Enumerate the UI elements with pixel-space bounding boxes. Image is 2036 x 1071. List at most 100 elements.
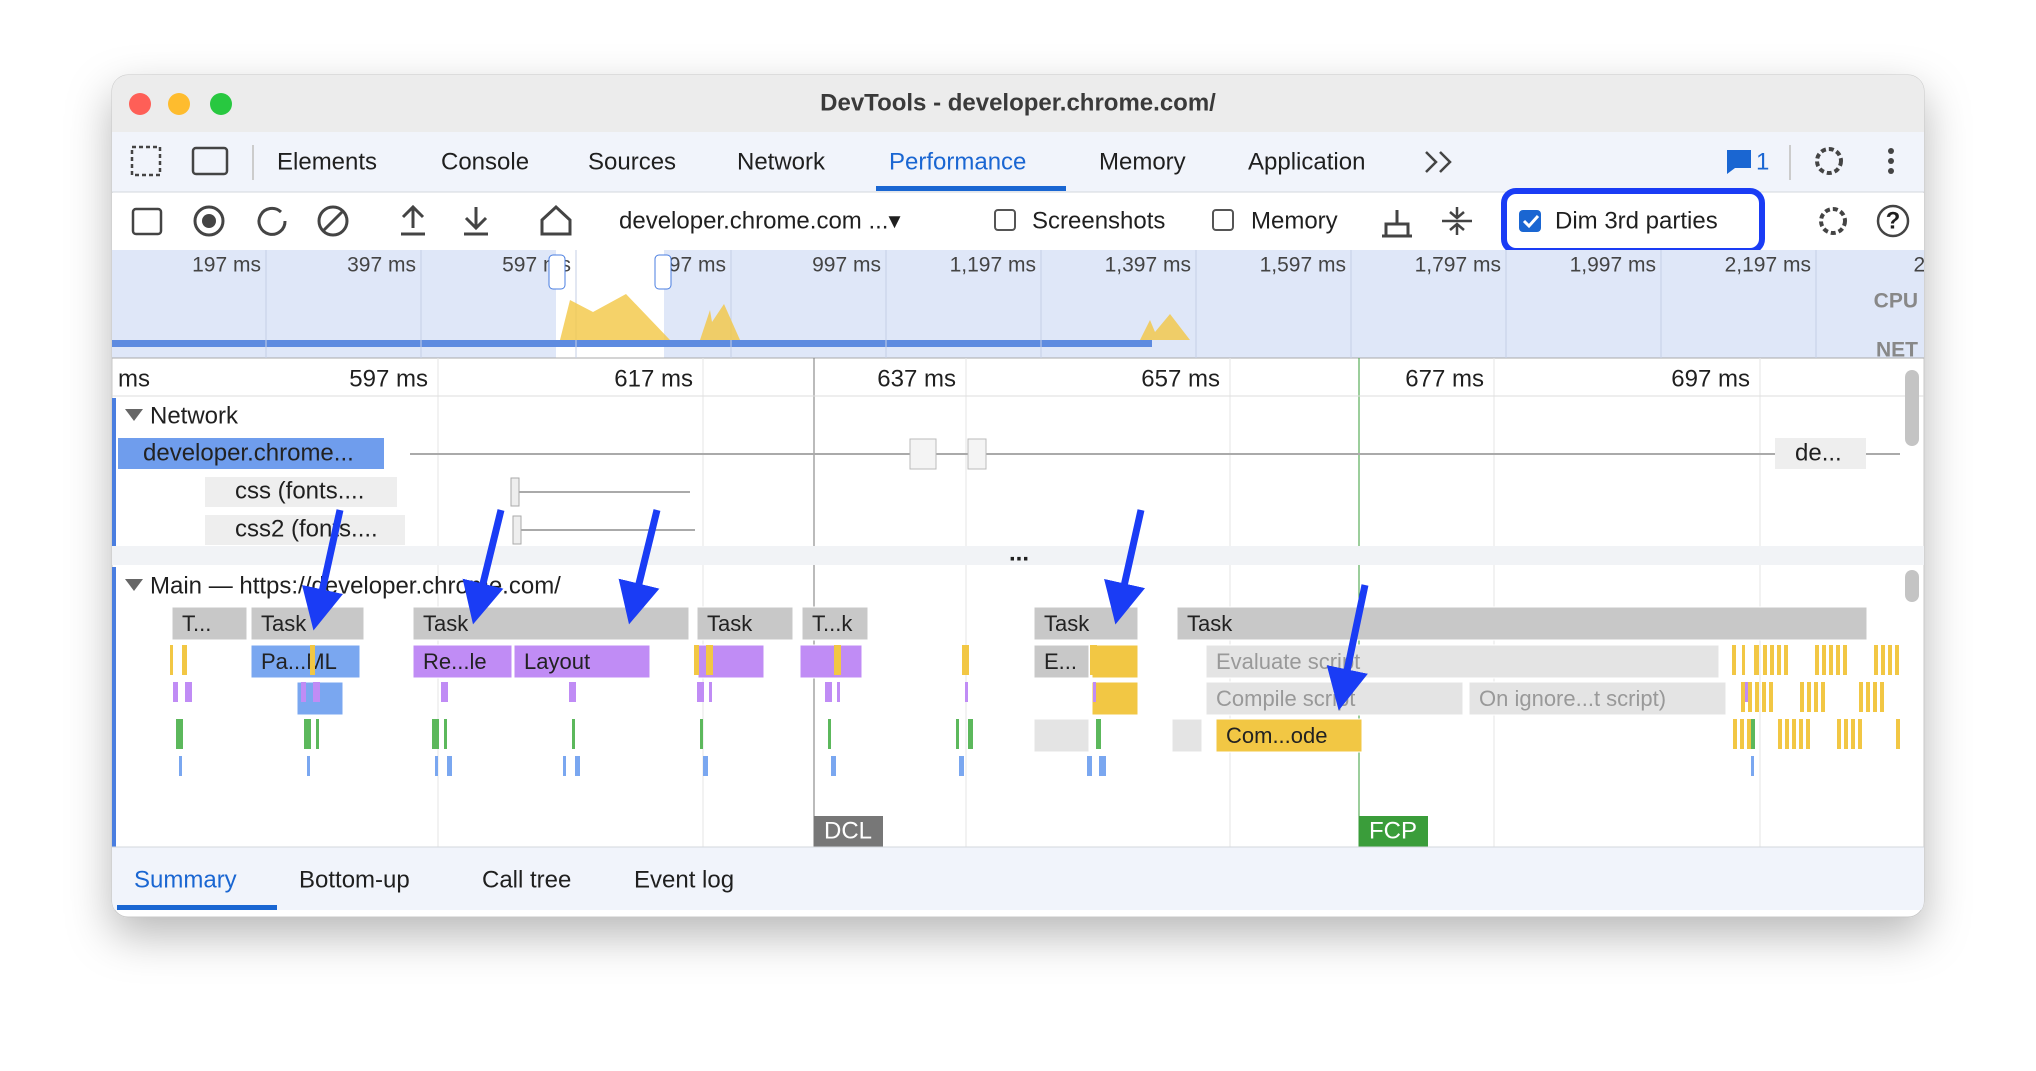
tab-bar <box>112 132 1924 192</box>
tab[interactable]: Network <box>737 148 826 175</box>
flame-block[interactable] <box>1171 718 1203 753</box>
flame-block[interactable] <box>1033 644 1090 679</box>
flame-block[interactable] <box>1091 644 1139 679</box>
clear-button[interactable] <box>317 205 349 237</box>
resize-handle[interactable]: ... <box>1009 539 1029 566</box>
checkbox-checked[interactable] <box>1519 210 1541 232</box>
flame-sliver <box>185 682 192 702</box>
issues-count: 1 <box>1756 148 1769 175</box>
ruler-tick: 597 ms <box>349 365 428 392</box>
flame-sliver <box>1836 645 1840 675</box>
network-request[interactable] <box>205 477 397 507</box>
flame-sliver <box>1769 682 1773 712</box>
gc-button[interactable] <box>1382 210 1412 238</box>
sidebar-icon[interactable] <box>131 207 163 236</box>
close-button[interactable] <box>129 93 151 115</box>
issues-icon[interactable] <box>1727 150 1751 174</box>
more-tabs[interactable] <box>1425 151 1452 173</box>
handle[interactable] <box>548 254 566 290</box>
checkbox[interactable] <box>994 209 1016 231</box>
download-button[interactable] <box>464 207 488 236</box>
network-request[interactable] <box>205 515 405 545</box>
tab[interactable]: Application <box>1248 148 1365 175</box>
flame-sliver <box>1844 719 1848 749</box>
checkbox[interactable] <box>1212 209 1234 231</box>
help-button[interactable] <box>1876 204 1910 238</box>
section-label[interactable]: Main — https://developer.chrome.com/ <box>150 572 561 599</box>
section-label[interactable]: Network <box>150 402 239 429</box>
flame-sliver <box>1755 682 1759 712</box>
flame-label: Evaluate script <box>1216 649 1360 674</box>
checkbox-label[interactable]: Dim 3rd parties <box>1555 207 1718 234</box>
flame-block[interactable] <box>696 606 794 641</box>
flame-sliver <box>313 682 320 702</box>
tab[interactable]: Memory <box>1099 148 1186 175</box>
overview-tick: 397 ms <box>347 254 416 277</box>
scrollbar[interactable] <box>1905 370 1919 446</box>
flame-sliver <box>1785 719 1789 749</box>
flame-sliver <box>1888 645 1892 675</box>
flame-block[interactable] <box>1033 718 1090 753</box>
handle[interactable] <box>654 254 672 290</box>
flame-sliver <box>310 645 315 675</box>
overview-tick: 197 ms <box>192 254 261 277</box>
flame-sliver <box>569 682 576 702</box>
tab[interactable]: Sources <box>588 148 676 175</box>
inspect-icon[interactable] <box>130 145 162 177</box>
checkbox-label[interactable]: Memory <box>1251 207 1338 234</box>
flame-block[interactable] <box>1468 681 1727 716</box>
flame-block[interactable] <box>171 606 248 641</box>
flame-block[interactable] <box>250 644 361 679</box>
network-request[interactable] <box>1775 438 1866 469</box>
flame-block[interactable] <box>801 606 869 641</box>
checkbox-label[interactable]: Screenshots <box>1032 207 1165 234</box>
flame-label: Pa...ML <box>261 649 337 674</box>
tab[interactable]: Console <box>441 148 529 175</box>
capture-settings[interactable] <box>1819 207 1847 235</box>
network-request[interactable] <box>118 438 384 469</box>
flame-block[interactable] <box>1091 681 1139 716</box>
flame-sliver <box>572 719 575 749</box>
flame-sliver <box>694 645 699 675</box>
tab-active[interactable]: Summary <box>134 866 237 893</box>
flame-sliver <box>1866 682 1870 712</box>
flame-sliver <box>1770 645 1774 675</box>
flame-sliver <box>709 682 712 702</box>
menu-icon[interactable] <box>1888 148 1894 174</box>
reload-button[interactable] <box>257 206 287 236</box>
flame-block[interactable] <box>799 644 863 679</box>
tab[interactable]: Bottom-up <box>299 866 410 893</box>
minimize-button[interactable] <box>168 93 190 115</box>
tab[interactable]: Elements <box>277 148 377 175</box>
collapse-button[interactable] <box>1442 207 1472 235</box>
overview-tick: 1,797 ms <box>1415 254 1501 277</box>
tab-active[interactable]: Performance <box>889 148 1026 175</box>
flame-block[interactable] <box>412 644 513 679</box>
flame-block[interactable] <box>1205 644 1720 679</box>
scrollbar[interactable] <box>1905 570 1919 602</box>
flame-sliver <box>1821 682 1825 712</box>
settings-icon[interactable] <box>1815 147 1843 175</box>
flame-sliver <box>1895 645 1899 675</box>
upload-button[interactable] <box>401 204 425 236</box>
flame-sliver <box>1087 756 1092 776</box>
overview-tick: 1,997 ms <box>1570 254 1656 277</box>
home-button[interactable] <box>540 204 572 236</box>
marker[interactable] <box>1359 816 1428 847</box>
marker[interactable] <box>814 816 883 847</box>
record-button[interactable] <box>193 205 225 237</box>
flame-block[interactable] <box>1215 718 1363 753</box>
marker-label: DCL <box>824 817 872 844</box>
flame-sliver <box>1099 756 1106 776</box>
flame-block[interactable] <box>513 644 651 679</box>
tab[interactable]: Event log <box>634 866 734 893</box>
device-icon[interactable] <box>191 146 229 176</box>
ruler-tick: 637 ms <box>877 365 956 392</box>
tab[interactable]: Call tree <box>482 866 571 893</box>
url-select[interactable]: developer.chrome.com ...▾ <box>619 207 901 234</box>
flame-sliver <box>1843 645 1847 675</box>
flame-sliver <box>1748 719 1755 749</box>
flame-block[interactable] <box>1176 606 1868 641</box>
zoom-button[interactable] <box>210 93 232 115</box>
cpu-activity <box>1140 314 1190 340</box>
